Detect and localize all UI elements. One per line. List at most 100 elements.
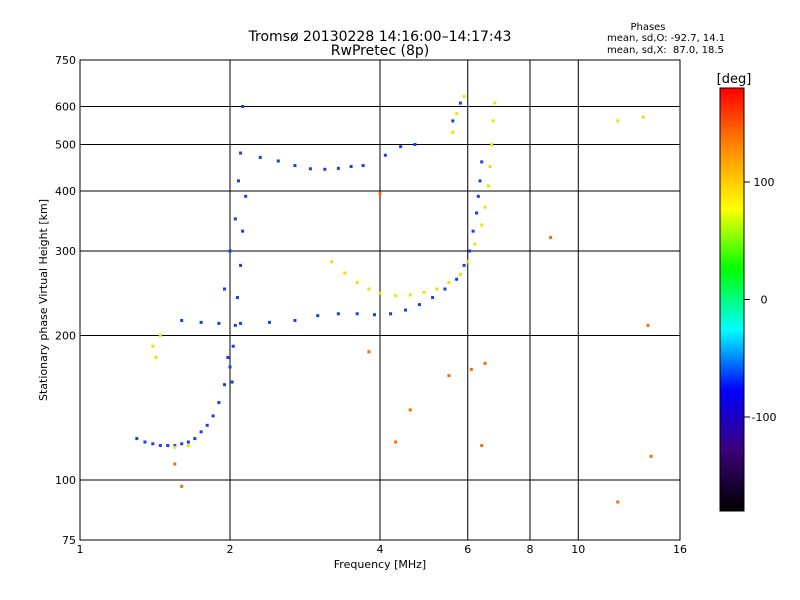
plot-frame (79, 59, 681, 541)
data-point (447, 374, 451, 378)
data-point (451, 130, 455, 134)
data-point (228, 365, 232, 369)
stats-title: Phases (630, 22, 665, 33)
data-points (135, 94, 653, 504)
data-point (493, 101, 497, 105)
data-point (308, 167, 312, 171)
stats-line-x: mean, sd,X: 87.0, 18.5 (607, 45, 724, 56)
data-point (378, 192, 382, 196)
data-point (488, 164, 492, 168)
data-point (231, 344, 235, 348)
data-point (422, 290, 426, 294)
chart-title: Tromsø 20130228 14:16:00–14:17:43 (248, 29, 512, 45)
data-point (180, 442, 184, 446)
colorbar-tick-label: 100 (754, 176, 775, 189)
data-point (355, 280, 359, 284)
data-point (431, 296, 435, 300)
data-point (435, 287, 439, 291)
data-point (389, 312, 393, 316)
data-point (383, 153, 387, 157)
data-point (471, 229, 475, 233)
data-point (455, 112, 459, 116)
data-point (458, 273, 462, 277)
data-point (223, 383, 227, 387)
data-point (455, 277, 459, 281)
data-point (473, 242, 477, 246)
data-point (244, 194, 248, 198)
data-point (373, 313, 377, 317)
colorbar-tick-label: 0 (761, 294, 768, 307)
data-point (199, 320, 203, 324)
data-point (616, 119, 620, 123)
data-point (228, 249, 232, 253)
data-point (476, 194, 480, 198)
data-point (223, 287, 227, 291)
data-point (199, 430, 203, 434)
data-point (293, 164, 297, 168)
x-axis-label: Frequency [MHz] (334, 558, 426, 571)
x-tick-label: 6 (464, 543, 471, 556)
y-tick-label: 75 (62, 534, 76, 547)
data-point (158, 444, 162, 448)
colorbar-ticks: 100 0 -100 (744, 176, 776, 424)
data-point (258, 155, 262, 159)
data-point (486, 184, 490, 188)
y-axis-ticks: 75 100 200 300 400 500 600 750 (55, 54, 76, 547)
data-point (276, 159, 280, 163)
data-point (316, 314, 320, 318)
data-point (394, 440, 398, 444)
x-tick-label: 4 (377, 543, 384, 556)
x-tick-label: 16 (673, 543, 687, 556)
colorbar (719, 87, 745, 512)
data-point (217, 401, 221, 405)
data-point (211, 414, 215, 418)
data-point (649, 454, 653, 458)
x-tick-label: 1 (77, 543, 84, 556)
data-point (616, 500, 620, 504)
data-point (408, 293, 412, 297)
data-point (241, 229, 245, 233)
y-tick-label: 600 (55, 101, 76, 114)
data-point (403, 308, 407, 312)
data-point (361, 164, 365, 168)
data-point (462, 263, 466, 267)
data-point (239, 151, 243, 155)
data-point (343, 271, 347, 275)
y-axis-label: Stationary phase Virtual Height [km] (37, 199, 50, 401)
x-tick-label: 2 (227, 543, 234, 556)
data-point (490, 143, 494, 147)
y-tick-label: 200 (55, 330, 76, 343)
data-point (180, 484, 184, 488)
data-point (180, 318, 184, 322)
data-point (549, 236, 553, 240)
stats-line-o: mean, sd,O: -92.7, 14.1 (607, 33, 725, 44)
data-point (408, 408, 412, 412)
colorbar-tick-label: -100 (752, 411, 777, 424)
data-point (443, 287, 447, 291)
data-point (468, 249, 472, 253)
data-point (236, 179, 240, 183)
data-point (267, 320, 271, 324)
data-point (151, 442, 155, 446)
data-point (413, 143, 417, 147)
data-point (378, 291, 382, 295)
data-point (641, 115, 645, 119)
data-point (226, 355, 230, 359)
data-point (154, 355, 158, 359)
y-tick-label: 500 (55, 139, 76, 152)
y-tick-label: 100 (55, 474, 76, 487)
data-point (241, 105, 245, 109)
data-point (480, 160, 484, 164)
data-point (447, 280, 451, 284)
data-point (151, 344, 155, 348)
data-point (462, 94, 466, 98)
data-point (458, 101, 462, 105)
data-point (469, 367, 473, 371)
x-tick-label: 8 (527, 543, 534, 556)
data-point (166, 444, 170, 448)
data-point (483, 361, 487, 365)
data-point (480, 444, 484, 448)
data-point (367, 350, 371, 354)
data-point (451, 119, 455, 123)
